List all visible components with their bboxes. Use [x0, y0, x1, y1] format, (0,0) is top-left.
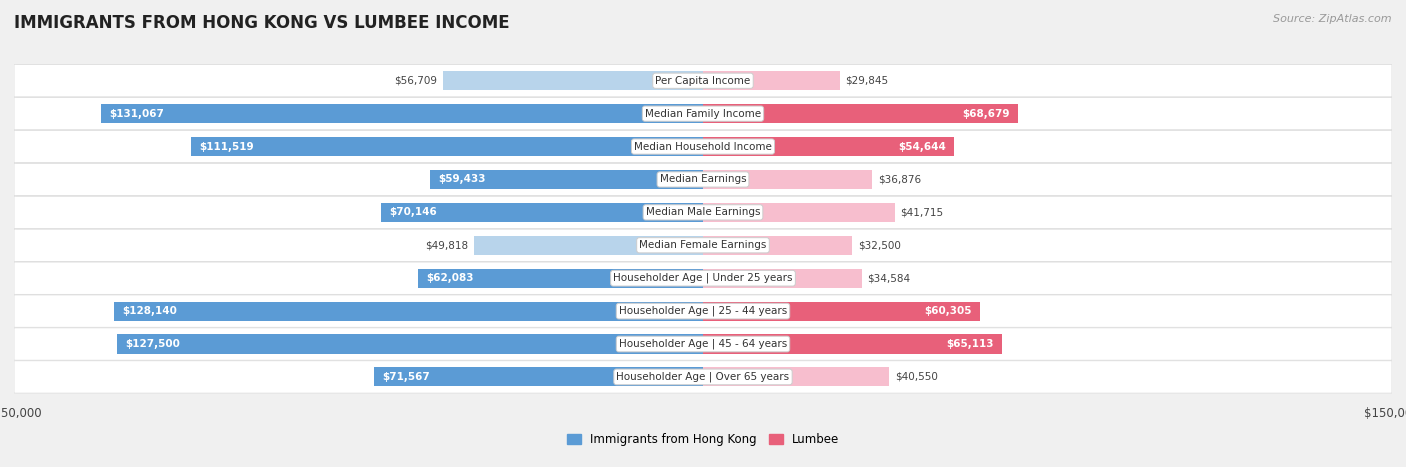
Bar [117, 334, 703, 354]
Text: $36,876: $36,876 [877, 175, 921, 184]
Bar [703, 203, 894, 222]
FancyBboxPatch shape [14, 130, 1392, 163]
Text: $54,644: $54,644 [898, 142, 946, 152]
FancyBboxPatch shape [15, 163, 1393, 196]
Bar [418, 269, 703, 288]
Bar [474, 236, 703, 255]
Bar [703, 170, 872, 189]
Bar [703, 302, 980, 321]
Text: $34,584: $34,584 [868, 273, 911, 283]
FancyBboxPatch shape [15, 229, 1393, 262]
Text: $56,709: $56,709 [394, 76, 437, 86]
FancyBboxPatch shape [14, 295, 1392, 327]
FancyBboxPatch shape [14, 328, 1392, 360]
Bar [703, 71, 839, 90]
Text: Median Earnings: Median Earnings [659, 175, 747, 184]
Text: $29,845: $29,845 [845, 76, 889, 86]
FancyBboxPatch shape [14, 163, 1392, 196]
Text: $128,140: $128,140 [122, 306, 177, 316]
Text: $41,715: $41,715 [900, 207, 943, 217]
FancyBboxPatch shape [15, 328, 1393, 360]
Bar [703, 334, 1002, 354]
Bar [703, 104, 1018, 123]
Text: Householder Age | 45 - 64 years: Householder Age | 45 - 64 years [619, 339, 787, 349]
FancyBboxPatch shape [14, 64, 1392, 97]
Text: IMMIGRANTS FROM HONG KONG VS LUMBEE INCOME: IMMIGRANTS FROM HONG KONG VS LUMBEE INCO… [14, 14, 510, 32]
Text: $40,550: $40,550 [894, 372, 938, 382]
Text: $111,519: $111,519 [200, 142, 253, 152]
Text: $60,305: $60,305 [924, 306, 972, 316]
Text: Source: ZipAtlas.com: Source: ZipAtlas.com [1274, 14, 1392, 24]
Text: $59,433: $59,433 [439, 175, 486, 184]
Bar [430, 170, 703, 189]
Text: Median Female Earnings: Median Female Earnings [640, 241, 766, 250]
FancyBboxPatch shape [14, 98, 1392, 130]
Bar [703, 368, 889, 387]
Bar [114, 302, 703, 321]
FancyBboxPatch shape [15, 98, 1393, 130]
FancyBboxPatch shape [15, 295, 1393, 327]
Text: $62,083: $62,083 [426, 273, 474, 283]
Text: $131,067: $131,067 [110, 109, 165, 119]
Text: $70,146: $70,146 [389, 207, 437, 217]
Legend: Immigrants from Hong Kong, Lumbee: Immigrants from Hong Kong, Lumbee [562, 429, 844, 451]
Text: Householder Age | Over 65 years: Householder Age | Over 65 years [616, 372, 790, 382]
FancyBboxPatch shape [14, 262, 1392, 294]
Text: $49,818: $49,818 [426, 241, 468, 250]
Bar [703, 236, 852, 255]
Text: Per Capita Income: Per Capita Income [655, 76, 751, 86]
FancyBboxPatch shape [15, 130, 1393, 163]
Bar [101, 104, 703, 123]
Bar [191, 137, 703, 156]
Text: $32,500: $32,500 [858, 241, 901, 250]
Text: $65,113: $65,113 [946, 339, 994, 349]
Bar [703, 137, 955, 156]
FancyBboxPatch shape [14, 229, 1392, 262]
Text: $127,500: $127,500 [125, 339, 180, 349]
Text: $71,567: $71,567 [382, 372, 430, 382]
Bar [703, 269, 862, 288]
Text: $68,679: $68,679 [963, 109, 1010, 119]
FancyBboxPatch shape [15, 361, 1393, 393]
FancyBboxPatch shape [15, 196, 1393, 228]
Text: Median Household Income: Median Household Income [634, 142, 772, 152]
Text: Median Family Income: Median Family Income [645, 109, 761, 119]
Text: Median Male Earnings: Median Male Earnings [645, 207, 761, 217]
Bar [374, 368, 703, 387]
FancyBboxPatch shape [15, 262, 1393, 294]
FancyBboxPatch shape [15, 64, 1393, 97]
FancyBboxPatch shape [14, 361, 1392, 393]
FancyBboxPatch shape [14, 196, 1392, 228]
Bar [443, 71, 703, 90]
Text: Householder Age | 25 - 44 years: Householder Age | 25 - 44 years [619, 306, 787, 316]
Text: Householder Age | Under 25 years: Householder Age | Under 25 years [613, 273, 793, 283]
Bar [381, 203, 703, 222]
